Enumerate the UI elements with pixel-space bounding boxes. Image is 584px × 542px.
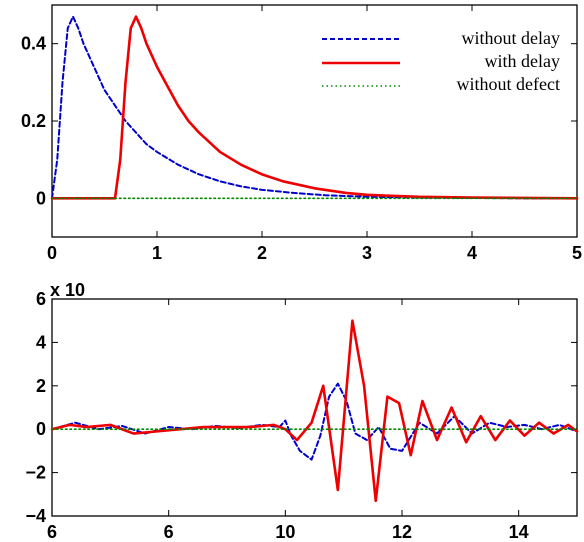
legend-label-without-delay: without delay [462, 28, 560, 48]
legend: without delay with delay without defect [322, 28, 560, 94]
legend-label-with-delay: with delay [485, 51, 560, 71]
plot-bottom-series [50, 319, 579, 503]
y-tick-label-top-0: 0 [36, 188, 46, 208]
plot-bottom: 6 6 10 12 14 −4 −2 0 2 4 6 x 10 [25, 280, 579, 542]
y-tick-label-top-1: 0.2 [21, 111, 46, 131]
x-tick-label-bottom-2: 10 [275, 522, 295, 542]
plot-bottom-frame [51, 298, 578, 517]
x-tick-label-top-4: 4 [467, 243, 477, 263]
plot-top-series [50, 15, 579, 200]
y-tick-label-bottom-5: 6 [36, 289, 46, 309]
plot-top-x-tick-labels: 0 1 2 3 4 5 [47, 243, 582, 263]
series-bottom-with-delay [50, 319, 579, 503]
y-tick-label-bottom-3: 2 [36, 376, 46, 396]
x-tick-label-top-3: 3 [362, 243, 372, 263]
x-tick-label-bottom-4: 14 [509, 522, 529, 542]
x-tick-label-top-2: 2 [257, 243, 267, 263]
y-tick-label-bottom-0: −4 [25, 506, 46, 526]
plot-top: 0 1 2 3 4 5 0 0.2 0.4 without delay with delay … [21, 4, 582, 263]
y-tick-label-bottom-1: −2 [25, 463, 46, 483]
y-tick-label-top-2: 0.4 [21, 34, 46, 54]
y-multiplier-label: x 10 [50, 280, 85, 300]
x-tick-label-bottom-1: 6 [164, 522, 174, 542]
x-tick-label-top-1: 1 [152, 243, 162, 263]
y-tick-label-bottom-2: 0 [36, 419, 46, 439]
legend-label-without-defect: without defect [457, 74, 560, 94]
x-tick-label-bottom-3: 12 [392, 522, 412, 542]
y-tick-label-bottom-4: 4 [36, 332, 46, 352]
x-tick-label-bottom-0: 6 [47, 522, 57, 542]
series-top-without-delay [51, 15, 578, 200]
series-top-with-delay [50, 15, 579, 200]
plot-bottom-y-tick-labels: −4 −2 0 2 4 6 [25, 289, 46, 526]
x-tick-label-top-5: 5 [572, 243, 582, 263]
x-tick-label-top-0: 0 [47, 243, 57, 263]
plot-bottom-x-tick-labels: 6 6 10 12 14 [47, 522, 529, 542]
plot-top-y-tick-labels: 0 0.2 0.4 [21, 34, 46, 209]
